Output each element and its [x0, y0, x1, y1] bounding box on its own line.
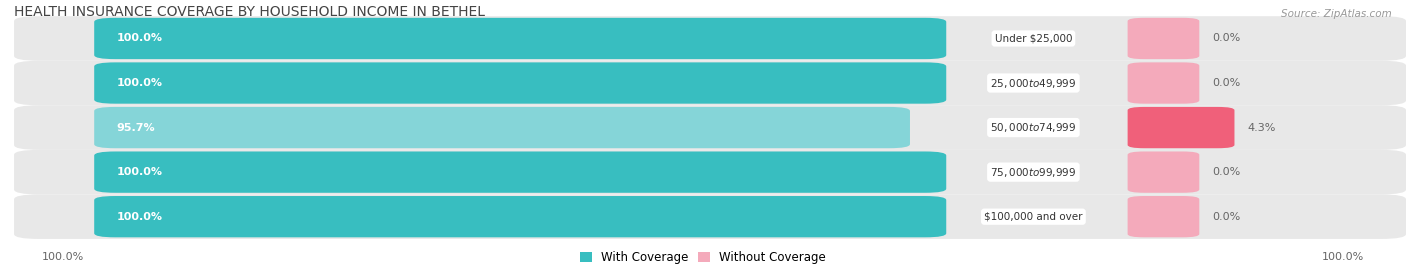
FancyBboxPatch shape	[14, 61, 1406, 105]
Text: $100,000 and over: $100,000 and over	[984, 212, 1083, 222]
Text: 0.0%: 0.0%	[1212, 167, 1240, 177]
FancyBboxPatch shape	[1128, 151, 1199, 193]
Text: 0.0%: 0.0%	[1212, 33, 1240, 43]
Text: 100.0%: 100.0%	[117, 78, 163, 88]
FancyBboxPatch shape	[1128, 18, 1199, 59]
FancyBboxPatch shape	[1128, 62, 1199, 104]
Text: 0.0%: 0.0%	[1212, 78, 1240, 88]
FancyBboxPatch shape	[94, 62, 946, 104]
FancyBboxPatch shape	[94, 18, 946, 59]
FancyBboxPatch shape	[14, 16, 1406, 61]
Text: $25,000 to $49,999: $25,000 to $49,999	[990, 76, 1077, 90]
FancyBboxPatch shape	[14, 105, 1406, 150]
Text: 100.0%: 100.0%	[117, 167, 163, 177]
Text: $50,000 to $74,999: $50,000 to $74,999	[990, 121, 1077, 134]
Text: 95.7%: 95.7%	[117, 123, 155, 133]
FancyBboxPatch shape	[94, 151, 946, 193]
Legend: With Coverage, Without Coverage: With Coverage, Without Coverage	[579, 251, 827, 264]
Text: HEALTH INSURANCE COVERAGE BY HOUSEHOLD INCOME IN BETHEL: HEALTH INSURANCE COVERAGE BY HOUSEHOLD I…	[14, 5, 485, 19]
Text: 100.0%: 100.0%	[117, 33, 163, 43]
Text: Source: ZipAtlas.com: Source: ZipAtlas.com	[1281, 9, 1392, 19]
Text: $75,000 to $99,999: $75,000 to $99,999	[990, 166, 1077, 179]
Text: 100.0%: 100.0%	[42, 251, 84, 262]
FancyBboxPatch shape	[1128, 107, 1234, 148]
FancyBboxPatch shape	[14, 194, 1406, 239]
FancyBboxPatch shape	[14, 150, 1406, 194]
Text: Under $25,000: Under $25,000	[994, 33, 1073, 43]
Text: 100.0%: 100.0%	[1322, 251, 1364, 262]
FancyBboxPatch shape	[94, 107, 910, 148]
Text: 100.0%: 100.0%	[117, 212, 163, 222]
Text: 0.0%: 0.0%	[1212, 212, 1240, 222]
Text: 4.3%: 4.3%	[1247, 123, 1275, 133]
FancyBboxPatch shape	[1128, 196, 1199, 237]
FancyBboxPatch shape	[94, 196, 946, 237]
